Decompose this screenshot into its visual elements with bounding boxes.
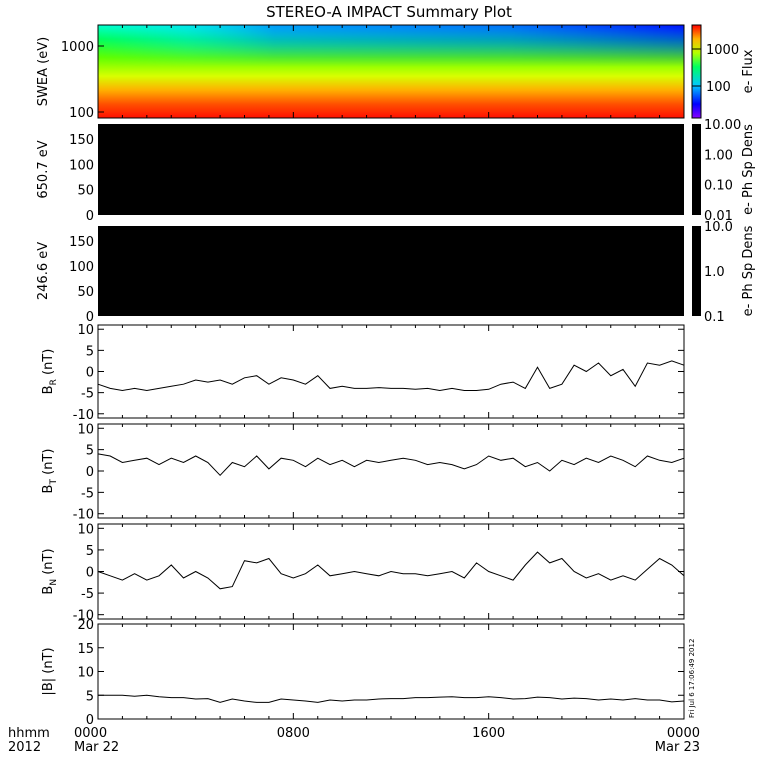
y-tick-label: -5 bbox=[81, 486, 94, 501]
pitch-angle-panel: 150 100 50 0 246.6 eV 10.0 1.0 0.1 e- Ph Sp Dens bbox=[36, 220, 756, 325]
y-tick-label: 5 bbox=[86, 689, 94, 704]
timestamp-stamp: Fri Jul 6 17:06:49 2012 bbox=[688, 639, 696, 718]
y-axis-label-sub: T bbox=[49, 479, 59, 486]
y-axis-label-main: B bbox=[41, 385, 56, 394]
colorbar-label: e- Ph Sp Dens bbox=[741, 124, 756, 215]
field-series-line bbox=[98, 694, 685, 703]
y-axis-label: |B| (nT) bbox=[41, 647, 56, 695]
y-axis-label-main: B bbox=[41, 485, 56, 494]
pitch-angle-spectrogram bbox=[98, 124, 684, 215]
y-tick-label: 10 bbox=[77, 666, 94, 681]
colorbar-tick-label: 0.01 bbox=[704, 209, 733, 224]
swea-panel: 1000 100 SWEA (eV) 1000 100 e- Flux bbox=[36, 24, 756, 121]
colorbar-tick-label: 10.00 bbox=[704, 118, 741, 133]
x-date-label: Mar 23 bbox=[655, 740, 700, 755]
y-tick-label: 20 bbox=[77, 618, 94, 633]
y-tick-label: 15 bbox=[77, 642, 94, 657]
y-tick-label: 100 bbox=[69, 158, 94, 173]
swea-high-energy-band bbox=[98, 25, 684, 118]
y-tick-label: 100 bbox=[69, 260, 94, 275]
field-panel: 20 15 10 5 0 |B| (nT) bbox=[41, 618, 685, 728]
y-tick-label: 0 bbox=[86, 310, 94, 325]
colorbar-label: e- Flux bbox=[741, 49, 756, 93]
pitch-angle-spectrogram bbox=[98, 226, 684, 316]
pitch-angle-colorbar bbox=[692, 226, 701, 316]
y-tick-label: 0 bbox=[86, 366, 94, 381]
y-tick-label: 50 bbox=[77, 184, 94, 199]
y-tick-label: 0 bbox=[86, 465, 94, 480]
y-tick-label: 10 bbox=[77, 422, 94, 437]
y-tick-label: 150 bbox=[69, 235, 94, 250]
y-tick-label: 5 bbox=[86, 444, 94, 459]
colorbar-tick-label: 10.0 bbox=[704, 220, 733, 235]
year-label: 2012 bbox=[8, 740, 41, 755]
colorbar-tick-label: 0.1 bbox=[704, 310, 725, 325]
colorbar-tick-label: 1000 bbox=[706, 43, 739, 58]
y-axis-label-unit: (nT) bbox=[41, 548, 56, 578]
y-tick-label: 0 bbox=[86, 566, 94, 581]
x-tick-label: 0000 bbox=[667, 726, 700, 741]
y-axis-label: BT (nT) bbox=[41, 449, 59, 494]
field-series-line bbox=[97, 360, 685, 392]
y-tick-label: 150 bbox=[69, 133, 94, 148]
x-tick-label: 1600 bbox=[472, 726, 505, 741]
y-axis-label: 650.7 eV bbox=[36, 140, 51, 198]
plot-title: STEREO-A IMPACT Summary Plot bbox=[266, 3, 512, 21]
colorbar-tick-label: 100 bbox=[706, 80, 731, 95]
field-series-line bbox=[97, 453, 685, 477]
y-tick-label: 50 bbox=[77, 285, 94, 300]
x-date-label: Mar 22 bbox=[74, 740, 119, 755]
y-tick-label: 100 bbox=[69, 106, 94, 121]
colorbar-tick-label: 1.0 bbox=[704, 265, 725, 280]
y-axis-label-unit: (nT) bbox=[41, 449, 56, 479]
colorbar-tick-label: 1.00 bbox=[704, 148, 733, 163]
y-tick-label: -10 bbox=[73, 609, 94, 624]
y-axis-label-sub: R bbox=[49, 379, 59, 385]
y-axis-label: BN (nT) bbox=[41, 548, 59, 594]
swea-colorbar bbox=[691, 24, 702, 119]
field-frame bbox=[97, 623, 685, 720]
y-tick-label: -5 bbox=[81, 387, 94, 402]
y-tick-label: 10 bbox=[77, 323, 94, 338]
field-frame bbox=[97, 423, 685, 519]
y-axis-label-unit: (nT) bbox=[41, 349, 56, 379]
x-tick-label: 0800 bbox=[277, 726, 310, 741]
field-frame bbox=[97, 324, 685, 419]
y-tick-label: 1000 bbox=[61, 40, 94, 55]
y-axis-label: 246.6 eV bbox=[36, 242, 51, 300]
x-tick-label: 0000 bbox=[74, 726, 107, 741]
y-tick-label: 5 bbox=[86, 544, 94, 559]
hhmm-label: hhmm bbox=[8, 726, 50, 741]
y-tick-label: -5 bbox=[81, 587, 94, 602]
y-axis-label: BR (nT) bbox=[41, 349, 59, 395]
field-panel: 10 5 0 -5 -10 BR (nT) bbox=[41, 323, 685, 423]
colorbar-label: e- Ph Sp Dens bbox=[741, 225, 756, 316]
y-axis-label-main: B bbox=[41, 586, 56, 595]
y-tick-label: -10 bbox=[73, 408, 94, 423]
field-panel: 10 5 0 -5 -10 BT (nT) bbox=[41, 422, 685, 523]
y-axis-label: SWEA (eV) bbox=[36, 37, 51, 106]
y-tick-label: 0 bbox=[86, 209, 94, 224]
field-panel: 10 5 0 -5 -10 BN (nT) bbox=[41, 522, 685, 624]
y-tick-label: 10 bbox=[77, 522, 94, 537]
pitch-angle-panel: 150 100 50 0 650.7 eV 10.00 1.00 0.10 0.01 e- Ph … bbox=[36, 118, 756, 224]
pitch-angle-colorbar bbox=[692, 124, 701, 215]
field-series-line bbox=[97, 551, 685, 590]
y-axis-label-sub: N bbox=[49, 579, 59, 586]
y-tick-label: 5 bbox=[86, 344, 94, 359]
y-tick-label: 0 bbox=[86, 713, 94, 728]
y-tick-label: -10 bbox=[73, 508, 94, 523]
colorbar-tick-label: 0.10 bbox=[704, 179, 733, 194]
